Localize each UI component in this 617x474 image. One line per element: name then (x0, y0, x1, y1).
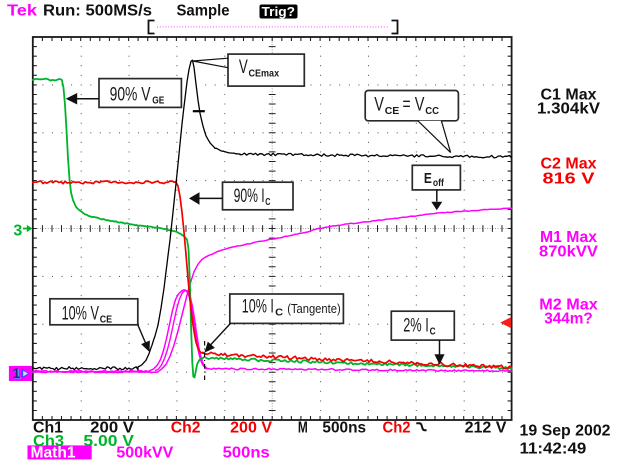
svg-text:Sample: Sample (177, 3, 230, 20)
svg-text:V: V (374, 94, 384, 115)
svg-text:11:42:49: 11:42:49 (520, 441, 587, 458)
svg-text:3: 3 (13, 222, 22, 239)
svg-text:2% I: 2% I (403, 316, 429, 337)
svg-text:C: C (430, 326, 436, 338)
svg-text:19 Sep 2002: 19 Sep 2002 (520, 423, 611, 440)
svg-text:1: 1 (14, 367, 22, 382)
svg-text:344m?: 344m? (544, 310, 593, 327)
svg-text:Ch2: Ch2 (383, 420, 411, 437)
svg-text:1.304kV: 1.304kV (537, 101, 601, 118)
svg-text:C2 Max: C2 Max (541, 156, 597, 173)
svg-text:5.00 V: 5.00 V (83, 433, 134, 450)
svg-text:500ns: 500ns (223, 445, 270, 462)
svg-text:M2 Max: M2 Max (539, 296, 598, 313)
svg-text:200 V: 200 V (230, 420, 272, 437)
svg-text:Trig?: Trig? (262, 4, 296, 19)
svg-text:=: = (403, 94, 411, 115)
svg-text:CC: CC (425, 105, 439, 117)
svg-text:200 V: 200 V (90, 420, 134, 437)
svg-text:10% V: 10% V (62, 303, 100, 324)
svg-text:GE: GE (152, 95, 164, 107)
svg-text:500kVV: 500kVV (116, 445, 173, 462)
svg-text:500ns: 500ns (322, 420, 366, 437)
svg-text:E: E (424, 170, 432, 187)
svg-text:C: C (265, 196, 270, 208)
svg-text:816 V: 816 V (543, 170, 596, 187)
svg-text:870kVV: 870kVV (539, 244, 599, 261)
svg-text:212 V: 212 V (465, 420, 507, 437)
svg-text:90% I: 90% I (234, 186, 265, 207)
svg-text:90% V: 90% V (110, 85, 151, 106)
svg-text:Tek: Tek (7, 3, 37, 20)
svg-text:CE: CE (100, 313, 112, 325)
svg-text:10% I: 10% I (242, 297, 274, 318)
svg-text:Math1: Math1 (31, 445, 76, 462)
svg-text:Ch2: Ch2 (171, 420, 201, 437)
svg-text:(Tangente): (Tangente) (287, 301, 341, 316)
svg-text:C: C (275, 307, 283, 319)
svg-text:M: M (298, 420, 308, 437)
svg-text:V: V (415, 94, 425, 115)
svg-text:Ch1: Ch1 (33, 420, 63, 437)
svg-text:V: V (239, 57, 248, 78)
svg-text:Run: 500MS/s: Run: 500MS/s (43, 3, 152, 20)
svg-text:C1 Max: C1 Max (541, 87, 597, 104)
svg-text:M1 Max: M1 Max (540, 229, 597, 246)
svg-text:off: off (433, 178, 445, 189)
svg-text:CE: CE (385, 105, 400, 117)
svg-text:CEmax: CEmax (249, 67, 280, 79)
svg-text:1: 1 (13, 366, 21, 381)
